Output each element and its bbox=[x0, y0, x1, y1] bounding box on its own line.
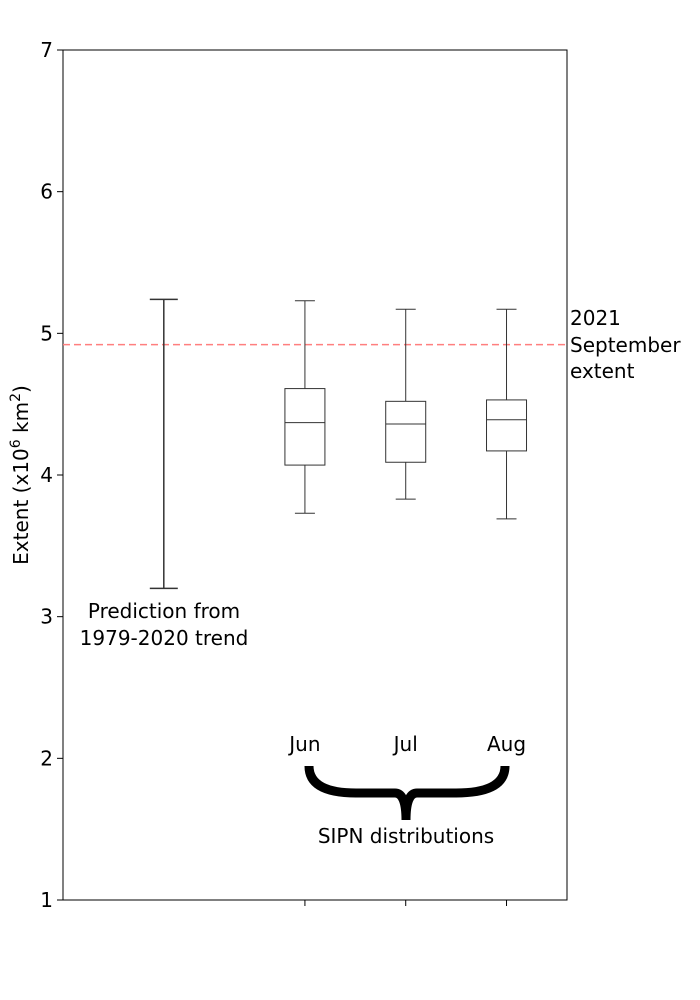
plot-frame bbox=[62, 49, 568, 901]
box-label-jun: Jun bbox=[287, 732, 320, 756]
y-tick-label: 3 bbox=[40, 605, 53, 629]
errorbar-label-line2: 1979-2020 trend bbox=[80, 626, 249, 650]
box-iqr-jun bbox=[284, 388, 326, 466]
y-tick-label: 1 bbox=[40, 888, 53, 912]
reference-label-line3: extent bbox=[570, 359, 635, 383]
box-iqr-jul bbox=[385, 400, 427, 463]
reference-label-line2: September bbox=[570, 333, 681, 357]
y-tick-label: 2 bbox=[40, 746, 53, 770]
box-label-jul: Jul bbox=[392, 732, 418, 756]
box-label-aug: Aug bbox=[487, 732, 526, 756]
reference-label-line1: 2021 bbox=[570, 306, 621, 330]
y-tick-label: 6 bbox=[40, 180, 53, 204]
box-iqr-aug bbox=[486, 399, 528, 452]
group-label: SIPN distributions bbox=[318, 824, 494, 848]
y-tick-label: 5 bbox=[40, 321, 53, 345]
y-tick-label: 4 bbox=[40, 463, 53, 487]
y-tick-label: 7 bbox=[40, 38, 53, 62]
y-axis-label: Extent (x106 km2) bbox=[8, 385, 33, 565]
errorbar-label-line1: Prediction from bbox=[88, 599, 240, 623]
curly-brace bbox=[304, 765, 510, 821]
